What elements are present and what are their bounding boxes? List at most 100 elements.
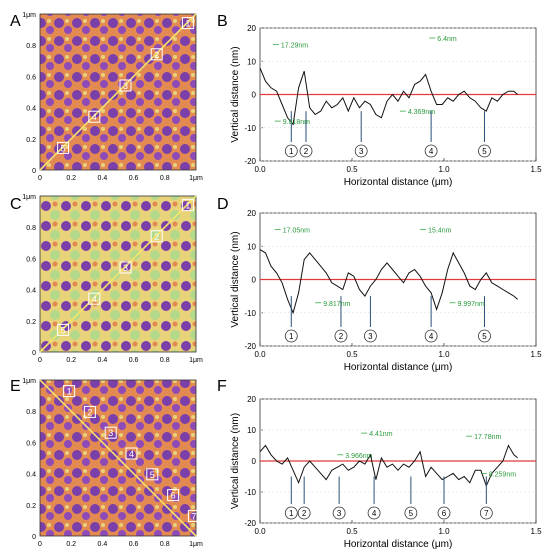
x-tick-label: 1.5	[530, 350, 542, 359]
point-circle	[299, 144, 313, 158]
point-circle	[354, 144, 368, 158]
point-label: 4	[429, 332, 434, 341]
x-tick-label: 0.5	[346, 527, 358, 536]
y-tick-label: 0	[252, 276, 257, 285]
y-tick-label: -20	[244, 157, 256, 166]
annotation-label: 8.259nm	[489, 471, 516, 478]
afm-panel-2: 1 2 3 4 5 0 0.2 0.4 0.6 0.8 1μm 1μm 0.8 0.6 0.4 0.2 0	[22, 194, 203, 364]
annotation-label: 4.369nm	[408, 109, 435, 116]
y-tick-label: 0	[252, 91, 257, 100]
marker-label: 3	[123, 81, 128, 91]
afm-x-tick: 0.4	[98, 541, 108, 548]
panel-letter-a: A	[10, 13, 21, 30]
marker-box	[150, 48, 163, 61]
y-tick-label: 10	[247, 242, 256, 251]
x-tick-label: 0.0	[254, 165, 266, 174]
profile-line	[259, 67, 518, 126]
afm-y-tick: 0.4	[26, 472, 36, 479]
marker-label: 1	[67, 387, 72, 397]
y-tick-label: -20	[244, 519, 256, 528]
marker-box	[125, 447, 138, 460]
panel-letter-c: C	[10, 196, 22, 213]
afm-y-tick: 0	[32, 350, 36, 357]
point-label: 5	[409, 509, 414, 518]
afm-x-tick: 0.4	[98, 357, 108, 364]
point-circle	[404, 506, 418, 520]
afm-y-tick: 0	[32, 168, 36, 175]
afm-x-tick: 0	[38, 541, 42, 548]
y-tick-label: -10	[244, 309, 256, 318]
x-tick-label: 1.0	[438, 350, 450, 359]
afm-x-tick: 0.6	[129, 541, 139, 548]
afm-x-tick: 0	[38, 357, 42, 364]
marker-label: 5	[61, 325, 66, 335]
marker-box	[104, 426, 117, 439]
panel-letter-f: F	[217, 378, 227, 395]
afm-x-tick: 0.8	[160, 357, 170, 364]
y-axis-label: Vertical distance (nm)	[230, 231, 241, 327]
afm-panel-1: 1 2 3 4 5 0 0.2 0.4 0.6 0.8 1μm 1μm 0.8 0.6 0.4 0.2 0	[22, 12, 203, 182]
point-circle	[367, 506, 381, 520]
y-tick-label: 20	[247, 395, 256, 404]
panel-letter-e: E	[10, 378, 21, 395]
point-circle	[363, 329, 377, 343]
point-circle	[284, 144, 298, 158]
y-axis-label: Vertical distance (nm)	[230, 46, 241, 142]
annotation-label: 6.4nm	[437, 36, 457, 43]
point-circle	[334, 329, 348, 343]
x-tick-label: 0.5	[346, 165, 358, 174]
afm-y-tick: 0.8	[26, 225, 36, 232]
annotation-label: 3.966nm	[345, 453, 372, 460]
marker-box	[146, 468, 159, 481]
point-label: 3	[359, 147, 364, 156]
afm-x-tick: 0.8	[160, 175, 170, 182]
point-circle	[284, 329, 298, 343]
marker-box	[57, 323, 70, 336]
marker-label: 3	[108, 428, 113, 438]
x-tick-label: 0.5	[346, 350, 358, 359]
x-axis-label: Horizontal distance (μm)	[344, 539, 453, 550]
afm-x-tick: 1μm	[189, 357, 203, 364]
chart-d: 20 10 0 -10 -200.0 0.5 1.0 1.5 Horizontal distan…	[230, 209, 542, 373]
marker-label: 1	[185, 19, 190, 29]
annotation-label: 9.818nm	[283, 119, 310, 126]
afm-x-tick: 0.8	[160, 541, 170, 548]
marker-box	[119, 261, 132, 274]
afm-y-tick: 0.2	[26, 137, 36, 144]
afm-y-tick: 0.6	[26, 440, 36, 447]
afm-frame	[39, 195, 197, 353]
marker-label: 3	[123, 263, 128, 273]
point-circle	[332, 506, 346, 520]
afm-y-tick: 0.6	[26, 256, 36, 263]
point-circle	[478, 329, 491, 343]
marker-box	[181, 17, 194, 30]
marker-box	[187, 509, 200, 522]
afm-x-tick: 0.2	[66, 175, 76, 182]
afm-y-tick: 0	[32, 534, 36, 541]
point-label: 1	[289, 332, 294, 341]
y-tick-label: 20	[247, 209, 256, 218]
y-tick-label: 20	[247, 24, 256, 33]
y-tick-label: 0	[252, 457, 257, 466]
afm-y-tick: 1μm	[22, 378, 36, 385]
afm-y-tick: 0.4	[26, 106, 36, 113]
point-label: 2	[302, 509, 307, 518]
afm-x-tick: 0	[38, 175, 42, 182]
marker-label: 4	[129, 449, 134, 459]
afm-panel-3: 1 2 3 4 5 6 7 0 0.2 0.4 0.6 0.8 1μm 1μm 0.8 0.6 0.4 0.2 0	[22, 378, 203, 548]
marker-box	[88, 110, 101, 123]
marker-label: 4	[92, 112, 97, 122]
afm-y-tick: 0.2	[26, 503, 36, 510]
annotation-label: 17.78nm	[474, 434, 501, 441]
marker-box	[150, 230, 163, 243]
x-tick-label: 1.0	[438, 527, 450, 536]
annotation-label: 17.05nm	[283, 228, 310, 235]
afm-x-tick: 0.4	[98, 175, 108, 182]
marker-label: 1	[185, 201, 190, 211]
point-label: 2	[304, 147, 309, 156]
annotation-label: 4.41nm	[369, 431, 393, 438]
y-tick-label: 10	[247, 57, 256, 66]
point-label: 2	[339, 332, 344, 341]
marker-label: 6	[171, 491, 176, 501]
